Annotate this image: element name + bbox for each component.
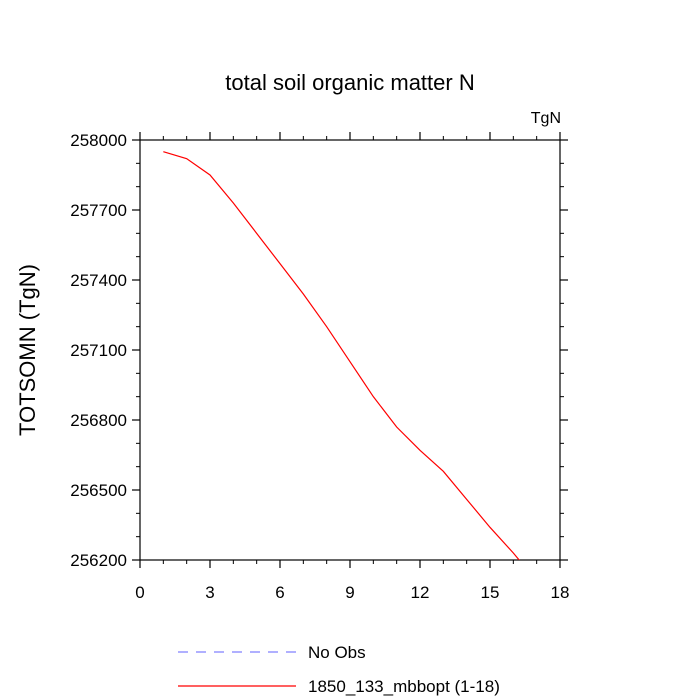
x-tick-label: 0 xyxy=(135,583,144,602)
x-tick-label: 15 xyxy=(481,583,500,602)
y-tick-label: 256800 xyxy=(70,411,127,430)
y-tick-label: 256200 xyxy=(70,551,127,570)
x-tick-label: 18 xyxy=(551,583,570,602)
x-tick-label: 9 xyxy=(345,583,354,602)
axes: 0 3 6 9 12 15 18 256200 256500 256800 257100 257400… xyxy=(70,131,569,602)
x-tick-label: 12 xyxy=(411,583,430,602)
legend-label: No Obs xyxy=(308,643,366,662)
plot-frame xyxy=(139,139,561,561)
y-tick-label: 257700 xyxy=(70,201,127,220)
legend: No Obs 1850_133_mbbopt (1-18) xyxy=(178,643,500,696)
x-tick-label: 3 xyxy=(205,583,214,602)
y-tick-label: 257400 xyxy=(70,271,127,290)
y-tick-label: 256500 xyxy=(70,481,127,500)
y-axis-label: TOTSOMN (TgN) xyxy=(15,264,40,436)
legend-label: 1850_133_mbbopt (1-18) xyxy=(308,677,500,696)
y-tick-label: 257100 xyxy=(70,341,127,360)
series-line xyxy=(163,151,520,560)
y-tick-label: 258000 xyxy=(70,131,127,150)
x-tick-label: 6 xyxy=(275,583,284,602)
units-label: TgN xyxy=(531,110,561,127)
chart-title: total soil organic matter N xyxy=(225,70,474,95)
series-layer xyxy=(163,151,520,560)
